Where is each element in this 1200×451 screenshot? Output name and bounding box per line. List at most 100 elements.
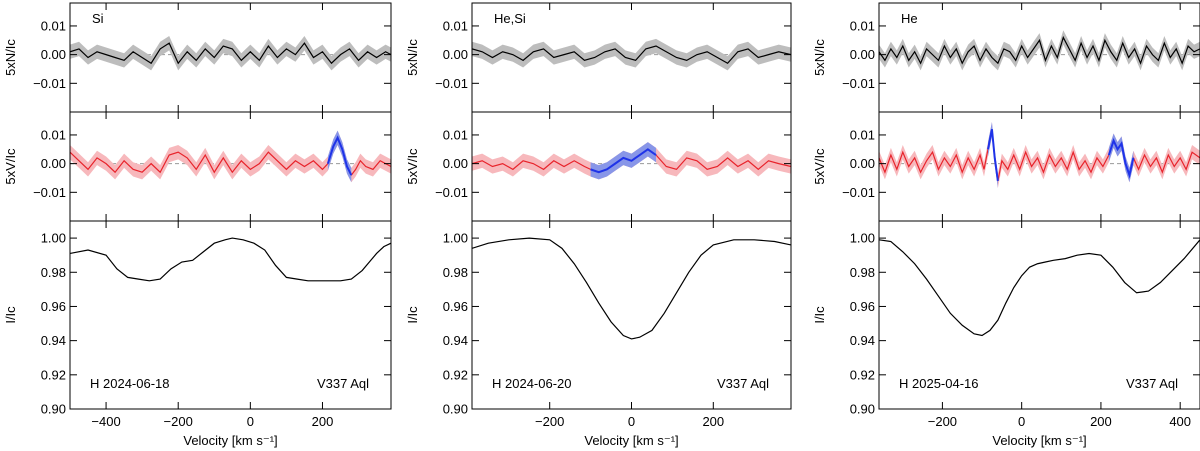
star-name-label: V337 Aql (1126, 376, 1178, 391)
y-tick-label: 0.94 (850, 333, 875, 348)
y-axis-label: 5xV/Iᴄ (812, 148, 827, 185)
y-axis-label: I/Iᴄ (405, 306, 420, 324)
y-tick-label: 0.94 (443, 333, 468, 348)
stokes-v-line (879, 129, 1200, 181)
y-tick-label: 0.96 (443, 299, 468, 314)
x-tick-label: 0 (628, 414, 635, 429)
y-tick-label: −0.01 (435, 185, 468, 200)
signal-region-band-1 (590, 142, 657, 180)
subplot-V-2: 0.01 0.00 −0.01 5xV/Iᴄ (405, 111, 792, 222)
y-tick-label: 0.00 (850, 47, 875, 62)
x-tick-label: −200 (164, 414, 193, 429)
y-axis-label: 5xN/Iᴄ (3, 39, 18, 76)
panel-2: 0.01 0.00 −0.01 5xN/Iᴄ 0.01 0.00 −0.01 5xV/Iᴄ 1.… (405, 2, 792, 448)
y-tick-label: −0.01 (33, 76, 66, 91)
plot-area (879, 30, 1200, 71)
y-tick-label: −0.01 (435, 76, 468, 91)
y-tick-label: 1.00 (850, 231, 875, 246)
y-tick-label: 0.90 (850, 402, 875, 417)
y-tick-label: 0.01 (443, 127, 468, 142)
y-tick-label: 0.00 (443, 156, 468, 171)
y-tick-label: 0.98 (443, 265, 468, 280)
x-tick-label: 200 (702, 414, 724, 429)
y-tick-label: 0.98 (850, 265, 875, 280)
axes-frame (69, 220, 392, 410)
null-profile-line (472, 45, 791, 64)
y-tick-label: 0.00 (850, 156, 875, 171)
x-tick-label: 0 (1018, 414, 1025, 429)
stokes-v-error-band (70, 130, 391, 183)
y-tick-label: 0.90 (41, 402, 66, 417)
y-axis-label: I/Iᴄ (812, 306, 827, 324)
y-axis-label: I/Iᴄ (3, 306, 18, 324)
panel-3: 0.01 0.00 −0.01 5xN/Iᴄ 0.01 0.00 −0.01 5xV/Iᴄ 1.… (812, 2, 1200, 448)
y-tick-label: −0.01 (842, 76, 875, 91)
y-tick-label: 0.96 (41, 299, 66, 314)
y-tick-label: 0.90 (443, 402, 468, 417)
plot-area (70, 237, 391, 282)
plot-area (879, 122, 1200, 189)
signal-region-line-1 (326, 135, 353, 176)
signal-region-band-1 (327, 130, 352, 183)
plot-area (472, 142, 791, 180)
y-tick-label: 0.94 (41, 333, 66, 348)
line-mask-label: He,Si (494, 11, 526, 26)
y-tick-label: −0.01 (842, 185, 875, 200)
panel-1: 0.01 0.00 −0.01 5xN/Iᴄ 0.01 0.00 −0.01 5xV/Iᴄ 1.… (3, 2, 392, 448)
stokes-i-line (472, 237, 791, 340)
signal-region-line-2 (1107, 137, 1135, 179)
axes-frame (878, 220, 1200, 410)
y-tick-label: 0.96 (850, 299, 875, 314)
y-tick-label: 0.01 (443, 18, 468, 33)
subplot-I-1: 1.00 0.98 0.96 0.94 0.92 0.90 I/Iᴄ (3, 220, 392, 417)
y-axis-label: 5xV/Iᴄ (405, 148, 420, 185)
subplot-V-1: 0.01 0.00 −0.01 5xV/Iᴄ (3, 111, 392, 222)
y-tick-label: 0.01 (850, 127, 875, 142)
x-axis-label: Velocity [km s⁻¹] (992, 433, 1086, 448)
subplot-V-3: 0.01 0.00 −0.01 5xV/Iᴄ (812, 111, 1200, 222)
observation-date-label: H 2025-04-16 (899, 376, 979, 391)
y-tick-label: 0.98 (41, 265, 66, 280)
subplot-N-1: 0.01 0.00 −0.01 5xN/Iᴄ (3, 2, 392, 113)
star-name-label: V337 Aql (317, 376, 369, 391)
subplot-N-3: 0.01 0.00 −0.01 5xN/Iᴄ (812, 2, 1200, 113)
x-tick-label: 200 (1090, 414, 1112, 429)
y-tick-label: −0.01 (33, 185, 66, 200)
x-tick-label: 0 (247, 414, 254, 429)
x-tick-label: −400 (91, 414, 120, 429)
stokes-i-line (70, 237, 391, 282)
x-tick-label: 400 (1169, 414, 1191, 429)
null-profile-line (879, 35, 1200, 65)
x-axis-label: Velocity [km s⁻¹] (183, 433, 277, 448)
line-mask-label: He (901, 11, 918, 26)
star-name-label: V337 Aql (717, 376, 769, 391)
signal-region-line-1 (590, 148, 657, 174)
subplot-I-3: 1.00 0.98 0.96 0.94 0.92 0.90 I/Iᴄ (812, 220, 1200, 417)
observation-date-label: H 2024-06-18 (90, 376, 170, 391)
y-tick-label: 0.00 (41, 156, 66, 171)
plot-area (70, 130, 391, 183)
subplot-N-2: 0.01 0.00 −0.01 5xN/Iᴄ (405, 2, 792, 113)
null-profile-error-band (70, 35, 391, 71)
plot-area (879, 239, 1200, 337)
null-profile-line (70, 42, 391, 65)
x-tick-label: 200 (312, 414, 334, 429)
y-tick-label: 0.92 (443, 367, 468, 382)
x-axis-label: Velocity [km s⁻¹] (584, 433, 678, 448)
x-tick-label: −200 (928, 414, 957, 429)
subplot-I-2: 1.00 0.98 0.96 0.94 0.92 0.90 I/Iᴄ (405, 220, 792, 417)
y-tick-label: 0.92 (41, 367, 66, 382)
y-axis-label: 5xN/Iᴄ (812, 39, 827, 76)
y-axis-label: 5xN/Iᴄ (405, 39, 420, 76)
y-tick-label: 0.92 (850, 367, 875, 382)
plot-area (472, 38, 791, 71)
stokes-v-error-band (879, 122, 1200, 189)
signal-region-line-1 (986, 129, 999, 181)
y-tick-label: 0.01 (41, 18, 66, 33)
y-tick-label: 0.01 (850, 18, 875, 33)
y-tick-label: 1.00 (443, 231, 468, 246)
line-mask-label: Si (92, 11, 104, 26)
plot-area (472, 237, 791, 340)
y-axis-label: 5xV/Iᴄ (3, 148, 18, 185)
